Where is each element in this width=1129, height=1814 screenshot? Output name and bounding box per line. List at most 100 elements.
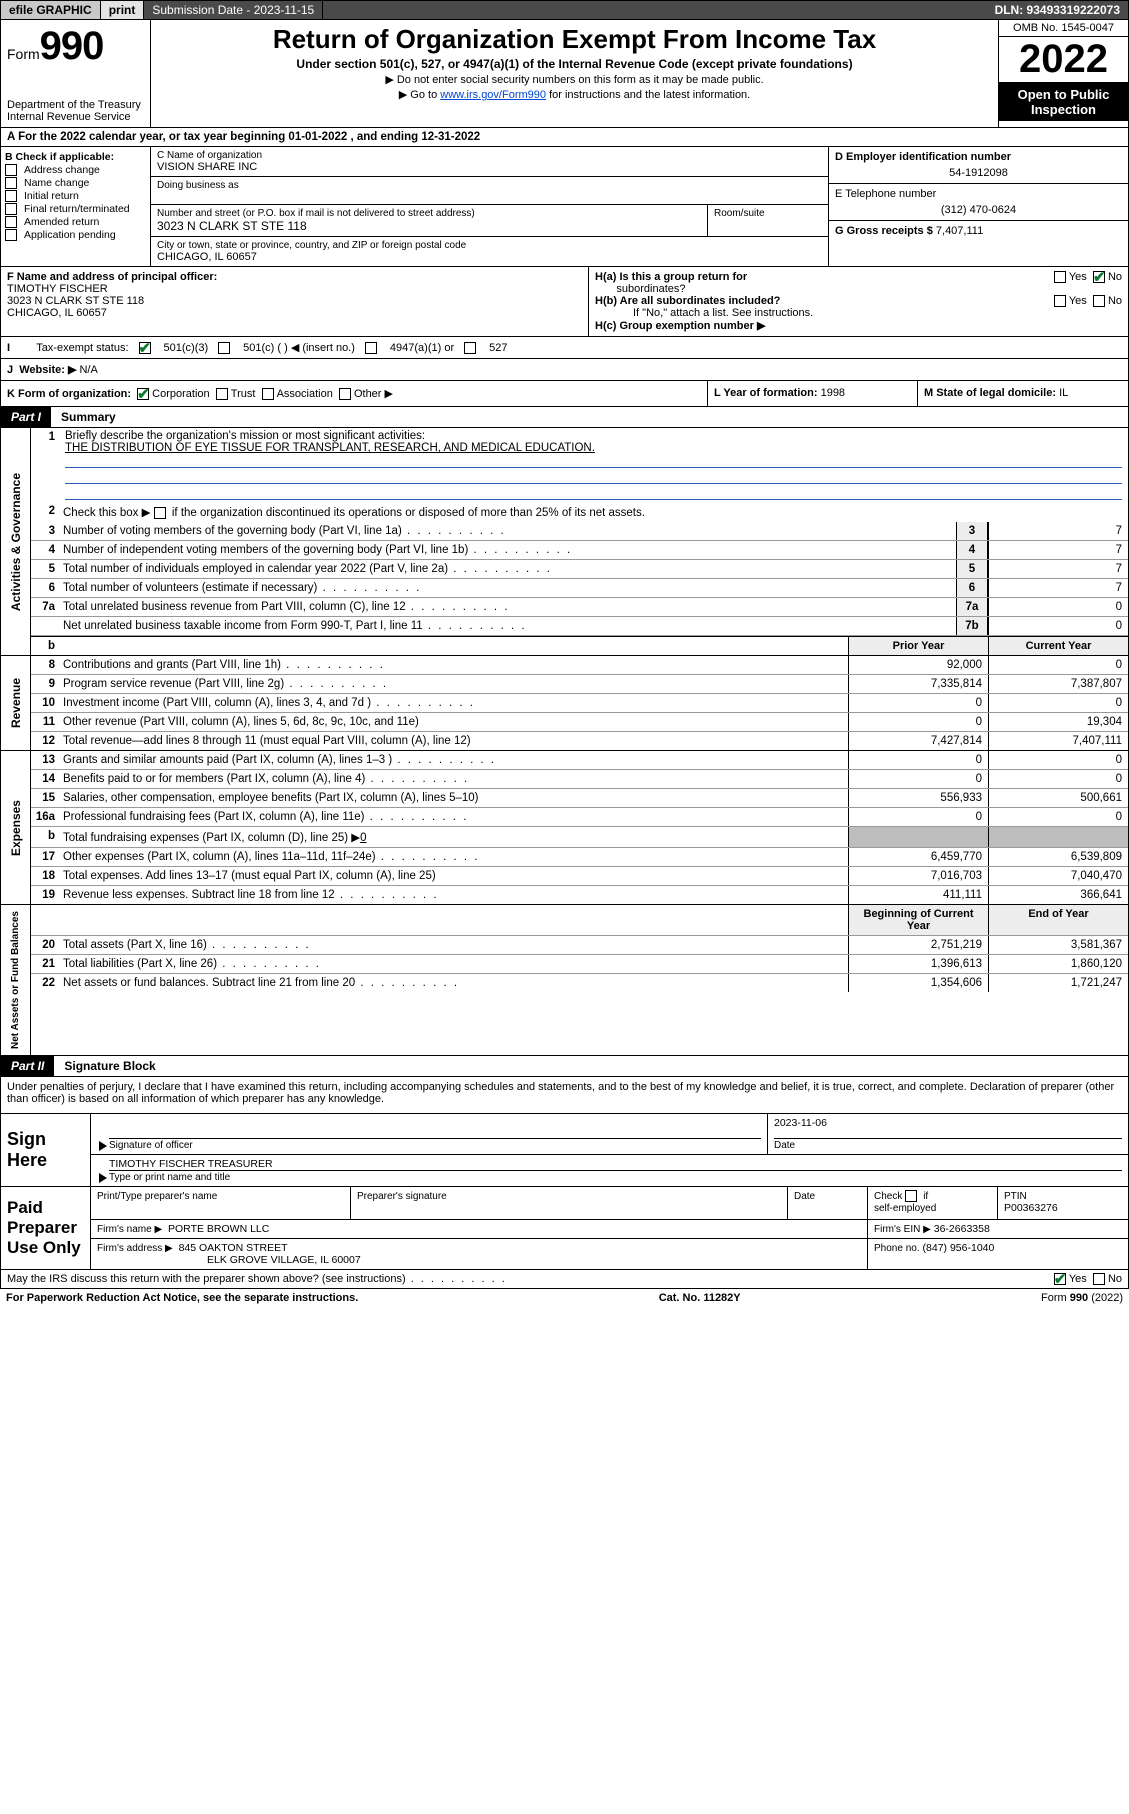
b20: 2,751,219 (848, 936, 988, 954)
cb-discuss-no[interactable] (1093, 1273, 1105, 1285)
hdr-end: End of Year (988, 905, 1128, 935)
l20: Total assets (Part X, line 16) (59, 936, 848, 954)
sig-officer-label: Signature of officer (109, 1140, 193, 1151)
cb-amended-return[interactable] (5, 216, 17, 228)
cb-application-pending[interactable] (5, 229, 17, 241)
website-val: N/A (79, 364, 97, 376)
part1-title: Summary (51, 407, 1128, 427)
v3: 7 (988, 522, 1128, 540)
pt-check: Check (874, 1191, 902, 1202)
b21: 1,396,613 (848, 955, 988, 973)
pra-notice: For Paperwork Reduction Act Notice, see … (6, 1292, 358, 1304)
cb-corp[interactable] (137, 388, 149, 400)
efile-label: efile GRAPHIC (1, 1, 101, 19)
cb-address-change[interactable] (5, 164, 17, 176)
p8: 92,000 (848, 656, 988, 674)
p15: 556,933 (848, 789, 988, 807)
print-button[interactable]: print (101, 1, 145, 19)
firm-ein: 36-2663358 (934, 1223, 990, 1235)
p11: 0 (848, 713, 988, 731)
cb-initial-return[interactable] (5, 190, 17, 202)
hdr-curr: Current Year (988, 637, 1128, 655)
c17: 6,539,809 (988, 848, 1128, 866)
p17: 6,459,770 (848, 848, 988, 866)
cb-assoc[interactable] (262, 388, 274, 400)
l19: Revenue less expenses. Subtract line 18 … (59, 886, 848, 904)
officer-addr2: CHICAGO, IL 60657 (7, 307, 107, 319)
cb-ha-yes[interactable] (1054, 271, 1066, 283)
e21: 1,860,120 (988, 955, 1128, 973)
cb-4947[interactable] (365, 342, 377, 354)
ha-sub: subordinates? (616, 283, 685, 295)
cb-hb-no[interactable] (1093, 295, 1105, 307)
summary-table: Activities & Governance 1 Briefly descri… (0, 428, 1129, 1056)
k-label: K Form of organization: (7, 388, 131, 400)
cb-ha-no[interactable] (1093, 271, 1105, 283)
preparer-phone: (847) 956-1040 (923, 1242, 995, 1254)
name-title-label: Type or print name and title (109, 1172, 230, 1183)
form-num: 990 (40, 24, 104, 68)
part1-header: Part I Summary (0, 407, 1129, 428)
l14: Benefits paid to or for members (Part IX… (59, 770, 848, 788)
cb-name-change[interactable] (5, 177, 17, 189)
l11: Other revenue (Part VIII, column (A), li… (59, 713, 848, 731)
footer: For Paperwork Reduction Act Notice, see … (0, 1289, 1129, 1307)
penalty-statement: Under penalties of perjury, I declare th… (0, 1077, 1129, 1114)
v4: 7 (988, 541, 1128, 559)
l7b: Net unrelated business taxable income fr… (59, 617, 956, 635)
b22: 1,354,606 (848, 974, 988, 992)
cb-501c3[interactable] (139, 342, 151, 354)
f-label: F Name and address of principal officer: (7, 271, 217, 283)
irs-link[interactable]: www.irs.gov/Form990 (440, 89, 546, 101)
firm-addr-label: Firm's address ▶ (97, 1243, 173, 1254)
hb-label: H(b) Are all subordinates included? (595, 295, 780, 307)
v5: 7 (988, 560, 1128, 578)
ha-no: No (1108, 271, 1122, 283)
gross-receipts: 7,407,111 (936, 225, 983, 237)
l9: Program service revenue (Part VIII, line… (59, 675, 848, 693)
cb-trust[interactable] (216, 388, 228, 400)
c18: 7,040,470 (988, 867, 1128, 885)
paid-preparer-label: Paid Preparer Use Only (1, 1187, 91, 1269)
cb-discontinued[interactable] (154, 507, 166, 519)
note2-post: for instructions and the latest informat… (546, 89, 750, 101)
c9: 7,387,807 (988, 675, 1128, 693)
row-fh: F Name and address of principal officer:… (0, 267, 1129, 337)
side-expenses: Expenses (7, 794, 25, 862)
cb-501c[interactable] (218, 342, 230, 354)
b-opt-1: Name change (24, 177, 89, 189)
cb-527[interactable] (464, 342, 476, 354)
cb-self-employed[interactable] (905, 1190, 917, 1202)
form-number: Form990 (7, 24, 144, 69)
e20: 3,581,367 (988, 936, 1128, 954)
p13: 0 (848, 751, 988, 769)
firm-name-label: Firm's name ▶ (97, 1224, 162, 1235)
omb-number: OMB No. 1545-0047 (999, 20, 1128, 37)
top-bar: efile GRAPHIC print Submission Date - 20… (0, 0, 1129, 20)
c14: 0 (988, 770, 1128, 788)
c16b (988, 827, 1128, 847)
form-title: Return of Organization Exempt From Incom… (157, 24, 992, 55)
p12: 7,427,814 (848, 732, 988, 750)
dba-label: Doing business as (157, 180, 822, 191)
l4: Number of independent voting members of … (59, 541, 956, 559)
pt-if: if (923, 1191, 928, 1202)
cb-discuss-yes[interactable] (1054, 1273, 1066, 1285)
officer-addr1: 3023 N CLARK ST STE 118 (7, 295, 144, 307)
paid-preparer-block: Paid Preparer Use Only Print/Type prepar… (0, 1187, 1129, 1270)
part2-header: Part II Signature Block (0, 1056, 1129, 1077)
hc-label: H(c) Group exemption number ▶ (595, 320, 765, 332)
l8: Contributions and grants (Part VIII, lin… (59, 656, 848, 674)
cb-final-return[interactable] (5, 203, 17, 215)
cb-hb-yes[interactable] (1054, 295, 1066, 307)
hb-note: If "No," attach a list. See instructions… (595, 307, 1122, 319)
openpub2: Inspection (1001, 102, 1126, 117)
topbar-spacer (323, 1, 986, 19)
l2-pre: Check this box ▶ (63, 507, 150, 519)
l10: Investment income (Part VIII, column (A)… (59, 694, 848, 712)
j-label: Website: ▶ (19, 363, 76, 376)
note2-pre: ▶ Go to (399, 89, 440, 101)
k-corp: Corporation (152, 388, 209, 400)
cb-other[interactable] (339, 388, 351, 400)
dept-treasury: Department of the Treasury (7, 99, 144, 111)
